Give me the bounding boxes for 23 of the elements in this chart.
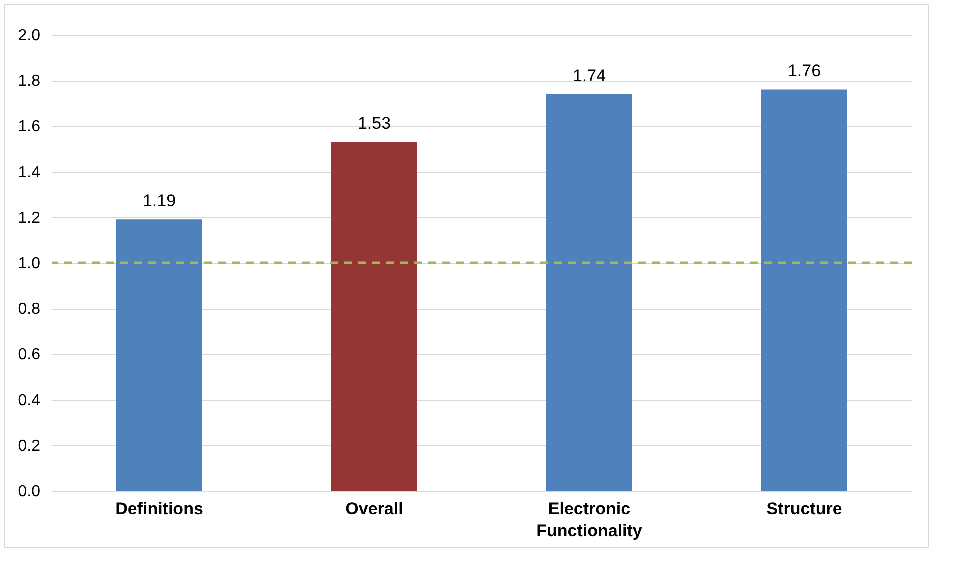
y-tick-label: 1.6 [18,118,41,136]
y-tick-label: 0.6 [18,346,41,364]
x-tick-label: Structure [766,500,842,518]
y-tick-label: 0.0 [18,484,41,500]
y-tick-label: 0.8 [18,301,41,318]
data-label: 1.19 [142,192,176,211]
y-tick-label: 1.2 [18,210,41,227]
y-tick-label: 2.0 [18,28,41,44]
y-tick-label: 1.0 [18,256,41,272]
y-tick-label: 0.4 [18,392,41,410]
bar [116,220,202,491]
data-label: 1.74 [572,66,606,86]
bar [332,142,418,491]
data-label: 1.76 [788,62,822,81]
bar [546,94,632,491]
x-tick-label: Electronic Functionality [536,500,643,540]
y-tick-label: 1.8 [18,73,41,90]
y-tick-label: 1.4 [18,164,41,182]
y-tick-label: 0.2 [18,438,41,455]
x-tick-label: Overall [346,500,404,518]
data-label: 1.53 [358,114,392,134]
bar [762,90,848,491]
x-tick-label: Definitions [116,500,204,518]
